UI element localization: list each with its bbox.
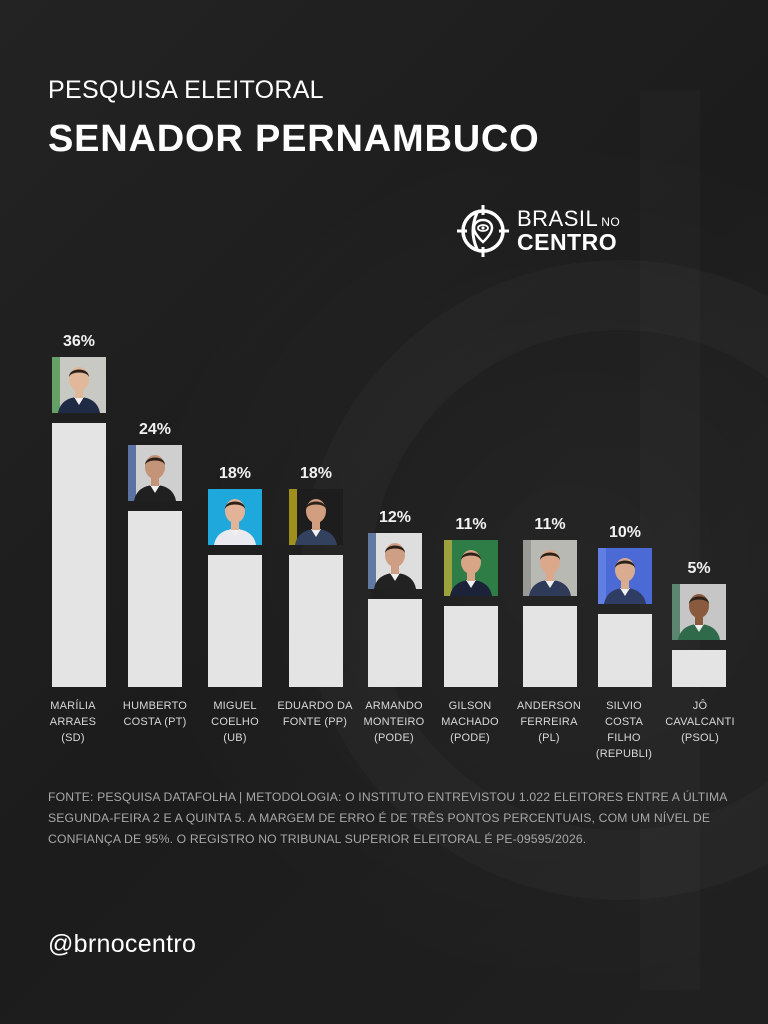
person-portrait-icon	[289, 489, 337, 545]
candidate-name-line: MONTEIRO	[363, 716, 425, 728]
candidate-name-line: MARÍLIA	[50, 700, 96, 712]
candidate-name-line: COELHO	[211, 716, 259, 728]
bar	[598, 614, 652, 687]
bar-chart: 36% MARÍLIA ARRAES (SD) 24% HUMBERTO COSTA (PT…	[28, 333, 745, 762]
candidate-name-line: EDUARDO DA	[277, 700, 353, 712]
candidate-name-label: HUMBERTO COSTA (PT)	[110, 698, 200, 730]
candidate-name-line: (UB)	[223, 732, 247, 744]
logo-word-brasil: BRASIL	[517, 206, 599, 231]
person-portrait-icon	[368, 533, 416, 589]
candidate-name-label: MIGUEL COELHO (UB)	[190, 698, 280, 746]
social-handle: @brnocentro	[48, 930, 197, 958]
bar	[208, 555, 262, 687]
percent-label: 18%	[299, 465, 333, 482]
candidate-name-line: (PL)	[538, 732, 560, 744]
person-portrait-icon	[128, 445, 176, 501]
candidate-name-line: CAVALCANTI	[665, 716, 735, 728]
candidate-name-line: MACHADO	[441, 716, 499, 728]
candidate-name-label: JÔ CAVALCANTI (PSOL)	[655, 698, 745, 746]
candidate-name-line: COSTA (PT)	[123, 716, 187, 728]
candidate-name-line: COSTA	[604, 716, 644, 728]
candidate-photo	[289, 489, 343, 545]
bar	[523, 606, 577, 687]
candidate-name-line: (REPUBLI)	[595, 748, 653, 760]
candidate-name-line: HUMBERTO	[122, 700, 188, 712]
candidate-photo	[523, 540, 577, 596]
percent-label: 12%	[378, 509, 412, 526]
bar	[289, 555, 343, 687]
candidate-name-label: GILSON MACHADO (PODE)	[425, 698, 515, 746]
candidate-name-line: (PODE)	[374, 732, 414, 744]
candidate-name-line: SILVIO	[606, 700, 642, 712]
person-portrait-icon	[444, 540, 492, 596]
bar	[128, 511, 182, 687]
person-portrait-icon	[598, 548, 646, 604]
percent-label: 24%	[138, 421, 172, 438]
bar	[444, 606, 498, 687]
candidate-name-line: (SD)	[61, 732, 85, 744]
person-portrait-icon	[672, 584, 720, 640]
candidate-name-line: FILHO	[607, 732, 641, 744]
candidate-name-line: ARRAES	[49, 716, 97, 728]
logo-word-no: NO	[601, 215, 621, 229]
candidate-name-label: SILVIO COSTA FILHO (REPUBLI)	[579, 698, 669, 762]
percent-label: 5%	[687, 560, 711, 577]
candidate-name-line: ANDERSON	[517, 700, 581, 712]
person-portrait-icon	[208, 489, 256, 545]
percent-label: 11%	[534, 516, 566, 533]
candidate-name-line: FERREIRA	[520, 716, 578, 728]
candidate-name-line: MIGUEL	[213, 700, 257, 712]
candidate-name-line: (PODE)	[450, 732, 490, 744]
candidate-photo	[128, 445, 182, 501]
candidate-name-line: GILSON	[448, 700, 492, 712]
target-eye-pin-icon	[457, 205, 509, 257]
candidate-name-label: ANDERSON FERREIRA (PL)	[504, 698, 594, 746]
page-subtitle: PESQUISA ELEITORAL	[48, 76, 324, 104]
candidate-name-line: ARMANDO	[365, 700, 423, 712]
page-title: SENADOR PERNAMBUCO	[48, 118, 540, 160]
person-portrait-icon	[52, 357, 100, 413]
logo-word-centro: CENTRO	[517, 229, 618, 255]
candidate-name-label: EDUARDO DA FONTE (PP)	[270, 698, 360, 730]
bar	[368, 599, 422, 687]
candidate-name-line: FONTE (PP)	[282, 716, 348, 728]
candidate-photo	[208, 489, 262, 545]
bar	[672, 650, 726, 687]
percent-label: 36%	[62, 333, 96, 350]
source-footnote: FONTE: PESQUISA DATAFOLHA | METODOLOGIA:…	[48, 790, 727, 846]
person-portrait-icon	[523, 540, 571, 596]
percent-label: 18%	[218, 465, 252, 482]
candidate-photo	[444, 540, 498, 596]
candidate-name-label: ARMANDO MONTEIRO (PODE)	[349, 698, 439, 746]
percent-label: 10%	[608, 524, 642, 541]
candidate-photo	[598, 548, 652, 604]
candidate-photo	[52, 357, 106, 413]
candidate-photo	[368, 533, 422, 589]
bar	[52, 423, 106, 687]
candidate-photo	[672, 584, 726, 640]
brand-logo: BRASIL NO CENTRO	[455, 203, 620, 259]
candidate-name-line: (PSOL)	[681, 732, 719, 744]
candidate-name-label: MARÍLIA ARRAES (SD)	[28, 698, 118, 746]
percent-label: 11%	[455, 516, 487, 533]
candidate-name-line: JÔ	[692, 700, 708, 712]
